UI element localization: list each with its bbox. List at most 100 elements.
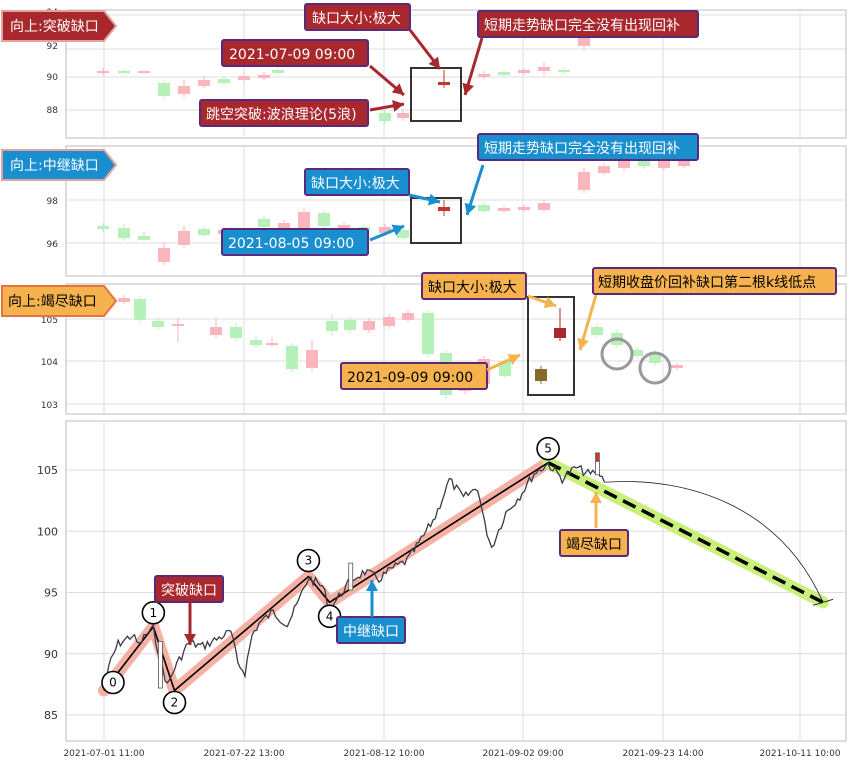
svg-text:缺口大小:极大: 缺口大小:极大: [428, 280, 517, 296]
candle: [478, 74, 490, 77]
svg-text:中继缺口: 中继缺口: [343, 624, 399, 640]
candle: [678, 160, 690, 166]
y-tick: 103: [41, 401, 58, 411]
callout-arrow: [408, 29, 442, 70]
wave-point-1: 1: [141, 600, 166, 625]
gap-size-label: 缺口大小:极大: [304, 3, 411, 31]
panel-title: 向上:竭尽缺口: [8, 294, 97, 310]
gap-fill-marker: [600, 337, 634, 371]
svg-text:短期收盘价回补缺口第二根k线低点: 短期收盘价回补缺口第二根k线低点: [598, 274, 816, 291]
arrow-head: [464, 202, 477, 215]
breakaway-title-tag: 向上:突破缺口: [1, 10, 118, 42]
candle: [266, 343, 278, 345]
svg-text:缺口大小:极大: 缺口大小:极大: [311, 176, 400, 192]
candle: [518, 207, 530, 210]
arrow-head: [577, 337, 589, 350]
candle: [152, 321, 164, 327]
y-tick: 90: [47, 73, 59, 83]
x-tick: 2021-09-23 14:00: [622, 749, 703, 759]
candle: [318, 213, 330, 226]
timestamp-label: 2021-08-05 09:00: [221, 228, 369, 256]
wave-marker: [141, 600, 166, 625]
y-tick: 98: [47, 197, 59, 207]
candle: [218, 79, 230, 83]
candle: [178, 231, 190, 245]
candle: [158, 83, 170, 96]
candle: [538, 203, 550, 210]
candle: [578, 38, 590, 46]
callout-arrow: [184, 602, 196, 645]
candle: [478, 205, 490, 211]
candle: [118, 71, 130, 73]
candle: [230, 327, 242, 338]
candle: [397, 113, 409, 118]
candle: [671, 365, 683, 368]
y-tick: 88: [47, 106, 59, 116]
y-tick: 90: [44, 648, 58, 661]
callout-arrow: [464, 164, 485, 216]
panel-title: 向上:突破缺口: [10, 19, 99, 35]
svg-text:短期走势缺口完全没有出现回补: 短期走势缺口完全没有出现回补: [484, 140, 680, 157]
candle: [397, 230, 409, 238]
candle: [598, 166, 610, 173]
exhaustion-panel: [65, 283, 847, 415]
candle: [618, 158, 630, 168]
wave-point-2: 2: [162, 690, 187, 715]
candle: [138, 71, 150, 73]
y-tick: 85: [44, 709, 58, 722]
projection-arc: [604, 481, 824, 603]
svg-text:缺口大小:极大: 缺口大小:极大: [312, 11, 401, 27]
wave-label: 0: [109, 676, 117, 690]
candle: [344, 320, 356, 330]
svg-text:2021-08-05 09:00: 2021-08-05 09:00: [228, 236, 354, 252]
callout-arrow: [527, 294, 557, 308]
candle: [178, 86, 190, 94]
y-tick: 105: [41, 316, 58, 326]
wave-label: 1: [150, 606, 158, 620]
runaway-title-tag: 向上:中继缺口: [1, 149, 118, 181]
candle: [286, 346, 298, 369]
svg-text:跳空突破:波浪理论(5浪): 跳空突破:波浪理论(5浪): [206, 107, 357, 123]
arrow-head: [590, 492, 602, 503]
callout-arrow: [590, 492, 602, 528]
candle: [638, 157, 650, 166]
gap-fill-marker: [638, 351, 672, 385]
projection-line: [547, 461, 824, 604]
candle: [558, 70, 570, 72]
candle: [158, 248, 170, 262]
wave-point-3: 3: [296, 548, 321, 573]
arrow-head: [392, 100, 404, 112]
y-tick: 95: [44, 587, 58, 600]
y-tick: 96: [47, 240, 59, 250]
candle: [422, 313, 434, 354]
candle: [383, 317, 395, 326]
y-tick: 105: [37, 464, 58, 477]
gap-highlight-box: [410, 197, 462, 244]
candle: [97, 71, 109, 73]
candle: [363, 321, 375, 330]
arrow-head: [427, 193, 440, 206]
svg-text:竭尽缺口: 竭尽缺口: [566, 537, 622, 553]
callout-arrow: [369, 64, 405, 97]
wave-label: 2: [171, 696, 179, 710]
arrow-head: [184, 634, 196, 645]
candle: [238, 76, 250, 80]
candle: [97, 226, 109, 229]
callout-arrow: [408, 193, 441, 206]
callout-arrow: [486, 353, 521, 372]
candle: [198, 80, 210, 86]
arrow-head: [391, 224, 404, 236]
callout-arrow: [369, 100, 405, 112]
timestamp-label: 2021-09-09 09:00: [340, 362, 488, 390]
wave-marker: [296, 548, 321, 573]
gap-size-label: 缺口大小:极大: [304, 168, 410, 196]
candle: [631, 350, 643, 356]
gap-marker: [157, 641, 163, 689]
candle: [535, 369, 547, 381]
wave-label: 5: [544, 442, 552, 456]
candle: [118, 228, 130, 238]
y-tick: 100: [37, 525, 58, 538]
exhaustion-gap-label: 竭尽缺口: [559, 529, 629, 557]
svg-text:突破缺口: 突破缺口: [161, 583, 217, 599]
candle: [518, 70, 530, 73]
